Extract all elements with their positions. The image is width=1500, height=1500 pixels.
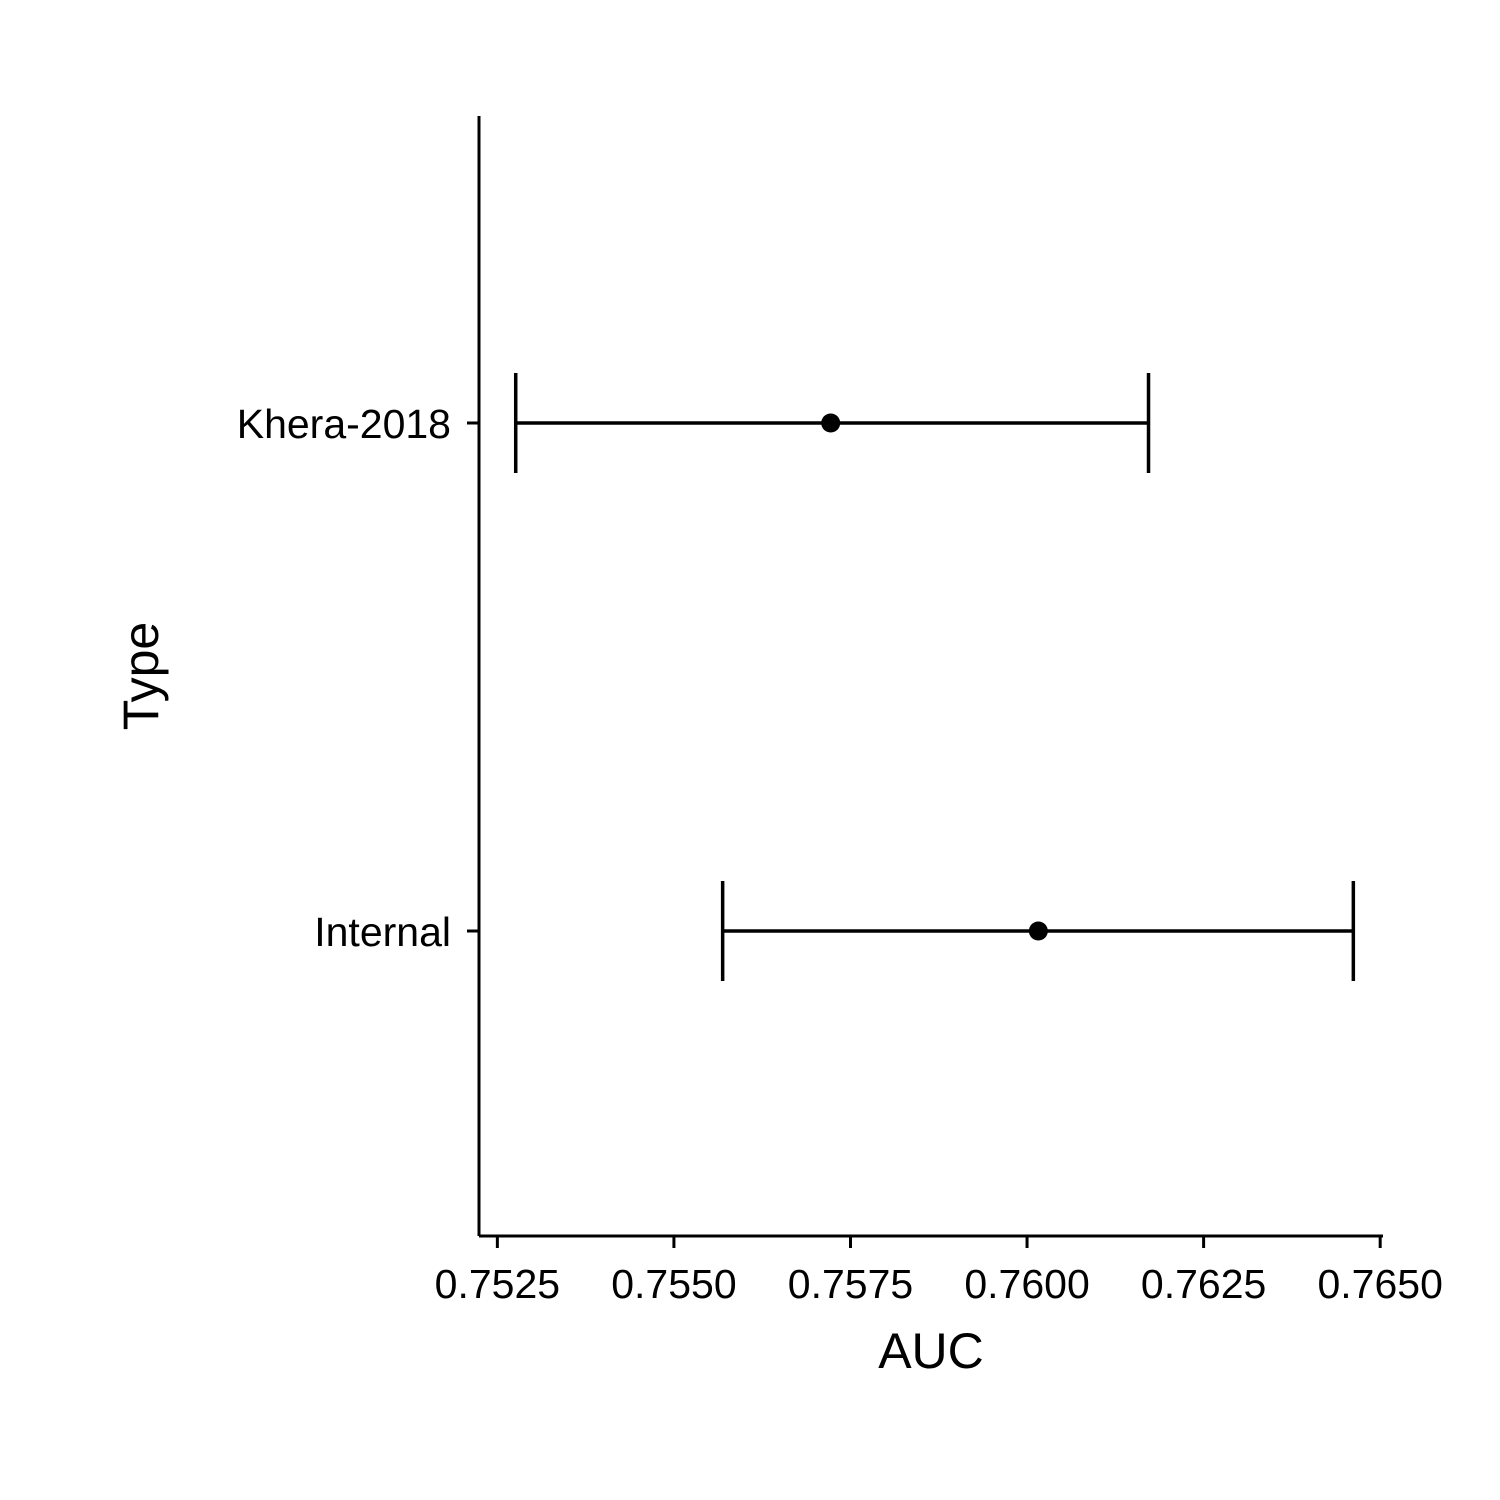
x-tick-label: 0.7600 bbox=[964, 1261, 1089, 1307]
x-tick-label: 0.7550 bbox=[611, 1261, 736, 1307]
estimate-point bbox=[821, 413, 841, 433]
labels: AUC Type bbox=[113, 622, 984, 1379]
errorbar-khera-2018 bbox=[513, 373, 1151, 473]
x-axis-title: AUC bbox=[878, 1323, 984, 1379]
errorbar-internal bbox=[720, 881, 1356, 981]
estimate-point bbox=[1028, 921, 1048, 941]
x-tick-label: 0.7650 bbox=[1317, 1261, 1442, 1307]
axes: 0.7525 0.7550 0.7575 0.7600 0.7625 0.7650 Kher… bbox=[237, 116, 1443, 1307]
x-tick-label: 0.7575 bbox=[788, 1261, 913, 1307]
plot-area bbox=[513, 373, 1356, 981]
x-tick-label: 0.7625 bbox=[1141, 1261, 1266, 1307]
y-tick-label: Khera-2018 bbox=[237, 401, 451, 447]
y-tick-label: Internal bbox=[314, 909, 451, 955]
y-axis-title: Type bbox=[113, 622, 169, 730]
x-tick-label: 0.7525 bbox=[435, 1261, 560, 1307]
